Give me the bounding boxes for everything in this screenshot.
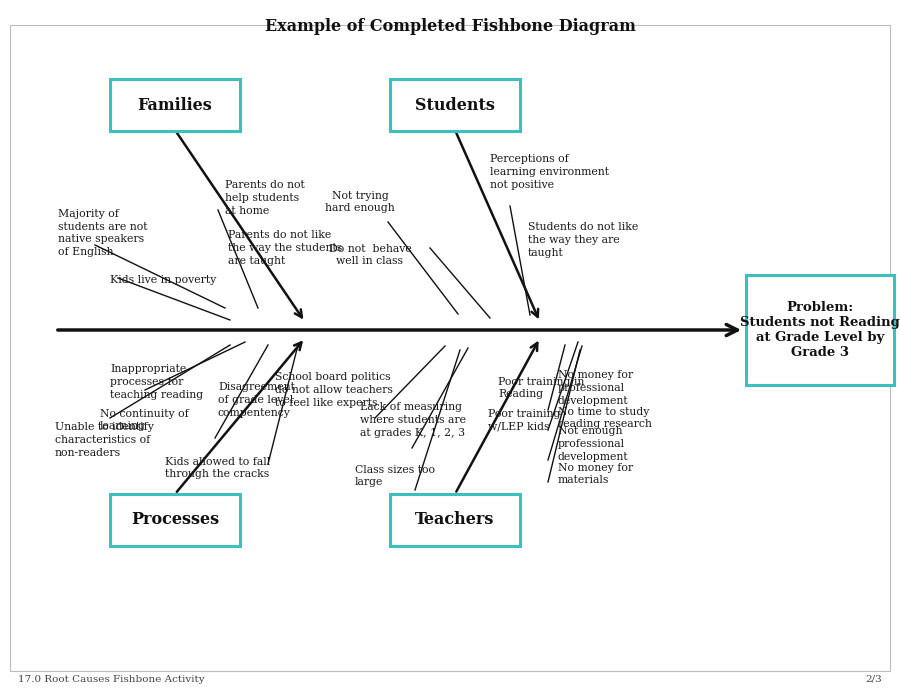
Text: Class sizes too
large: Class sizes too large xyxy=(355,465,435,487)
Text: Problem:
Students not Reading
at Grade Level by
Grade 3: Problem: Students not Reading at Grade L… xyxy=(740,301,900,359)
Text: Families: Families xyxy=(138,97,212,113)
Text: School board politics
do not allow teachers
to feel like experts: School board politics do not allow teach… xyxy=(275,372,393,408)
Text: Do not  behave
well in class: Do not behave well in class xyxy=(328,244,411,267)
Text: Teachers: Teachers xyxy=(415,512,495,528)
Text: Parents do not like
the way the students
are taught: Parents do not like the way the students… xyxy=(228,230,342,266)
FancyBboxPatch shape xyxy=(390,494,520,546)
Text: Kids live in poverty: Kids live in poverty xyxy=(110,275,216,285)
Text: 17.0 Root Causes Fishbone Activity: 17.0 Root Causes Fishbone Activity xyxy=(18,675,204,684)
Text: Students: Students xyxy=(415,97,495,113)
Text: Perceptions of
learning environment
not positive: Perceptions of learning environment not … xyxy=(490,155,609,190)
Text: No continuity of
learning: No continuity of learning xyxy=(100,409,189,432)
Text: Students do not like
the way they are
taught: Students do not like the way they are ta… xyxy=(528,222,638,258)
Text: Not enough
professional
development: Not enough professional development xyxy=(558,426,628,462)
Text: No time to study
reading research: No time to study reading research xyxy=(558,406,652,429)
Text: No money for
professional
development: No money for professional development xyxy=(558,370,633,406)
Text: Example of Completed Fishbone Diagram: Example of Completed Fishbone Diagram xyxy=(265,18,635,35)
Text: Parents do not
help students
at home: Parents do not help students at home xyxy=(225,180,305,216)
Text: Lack of measuring
where students are
at grades K, 1, 2, 3: Lack of measuring where students are at … xyxy=(360,402,466,438)
Text: Not trying
hard enough: Not trying hard enough xyxy=(325,191,395,214)
FancyBboxPatch shape xyxy=(110,79,240,131)
Text: Kids allowed to fall
through the cracks: Kids allowed to fall through the cracks xyxy=(165,457,270,480)
Text: Poor training
w/LEP kids: Poor training w/LEP kids xyxy=(488,409,561,432)
FancyBboxPatch shape xyxy=(390,79,520,131)
Text: Poor training in
Reading: Poor training in Reading xyxy=(498,377,584,400)
Text: Inappropriate
processes for
teaching reading: Inappropriate processes for teaching rea… xyxy=(110,364,203,400)
Text: Processes: Processes xyxy=(130,512,219,528)
Text: Disagreement
of grade level
compentency: Disagreement of grade level compentency xyxy=(218,382,295,418)
FancyBboxPatch shape xyxy=(110,494,240,546)
Text: Unable to identify
characteristics of
non-readers: Unable to identify characteristics of no… xyxy=(55,422,154,458)
Text: No money for
materials: No money for materials xyxy=(558,463,633,485)
FancyBboxPatch shape xyxy=(746,275,894,385)
Text: 2/3: 2/3 xyxy=(865,675,882,684)
Text: Majority of
students are not
native speakers
of English: Majority of students are not native spea… xyxy=(58,209,148,258)
